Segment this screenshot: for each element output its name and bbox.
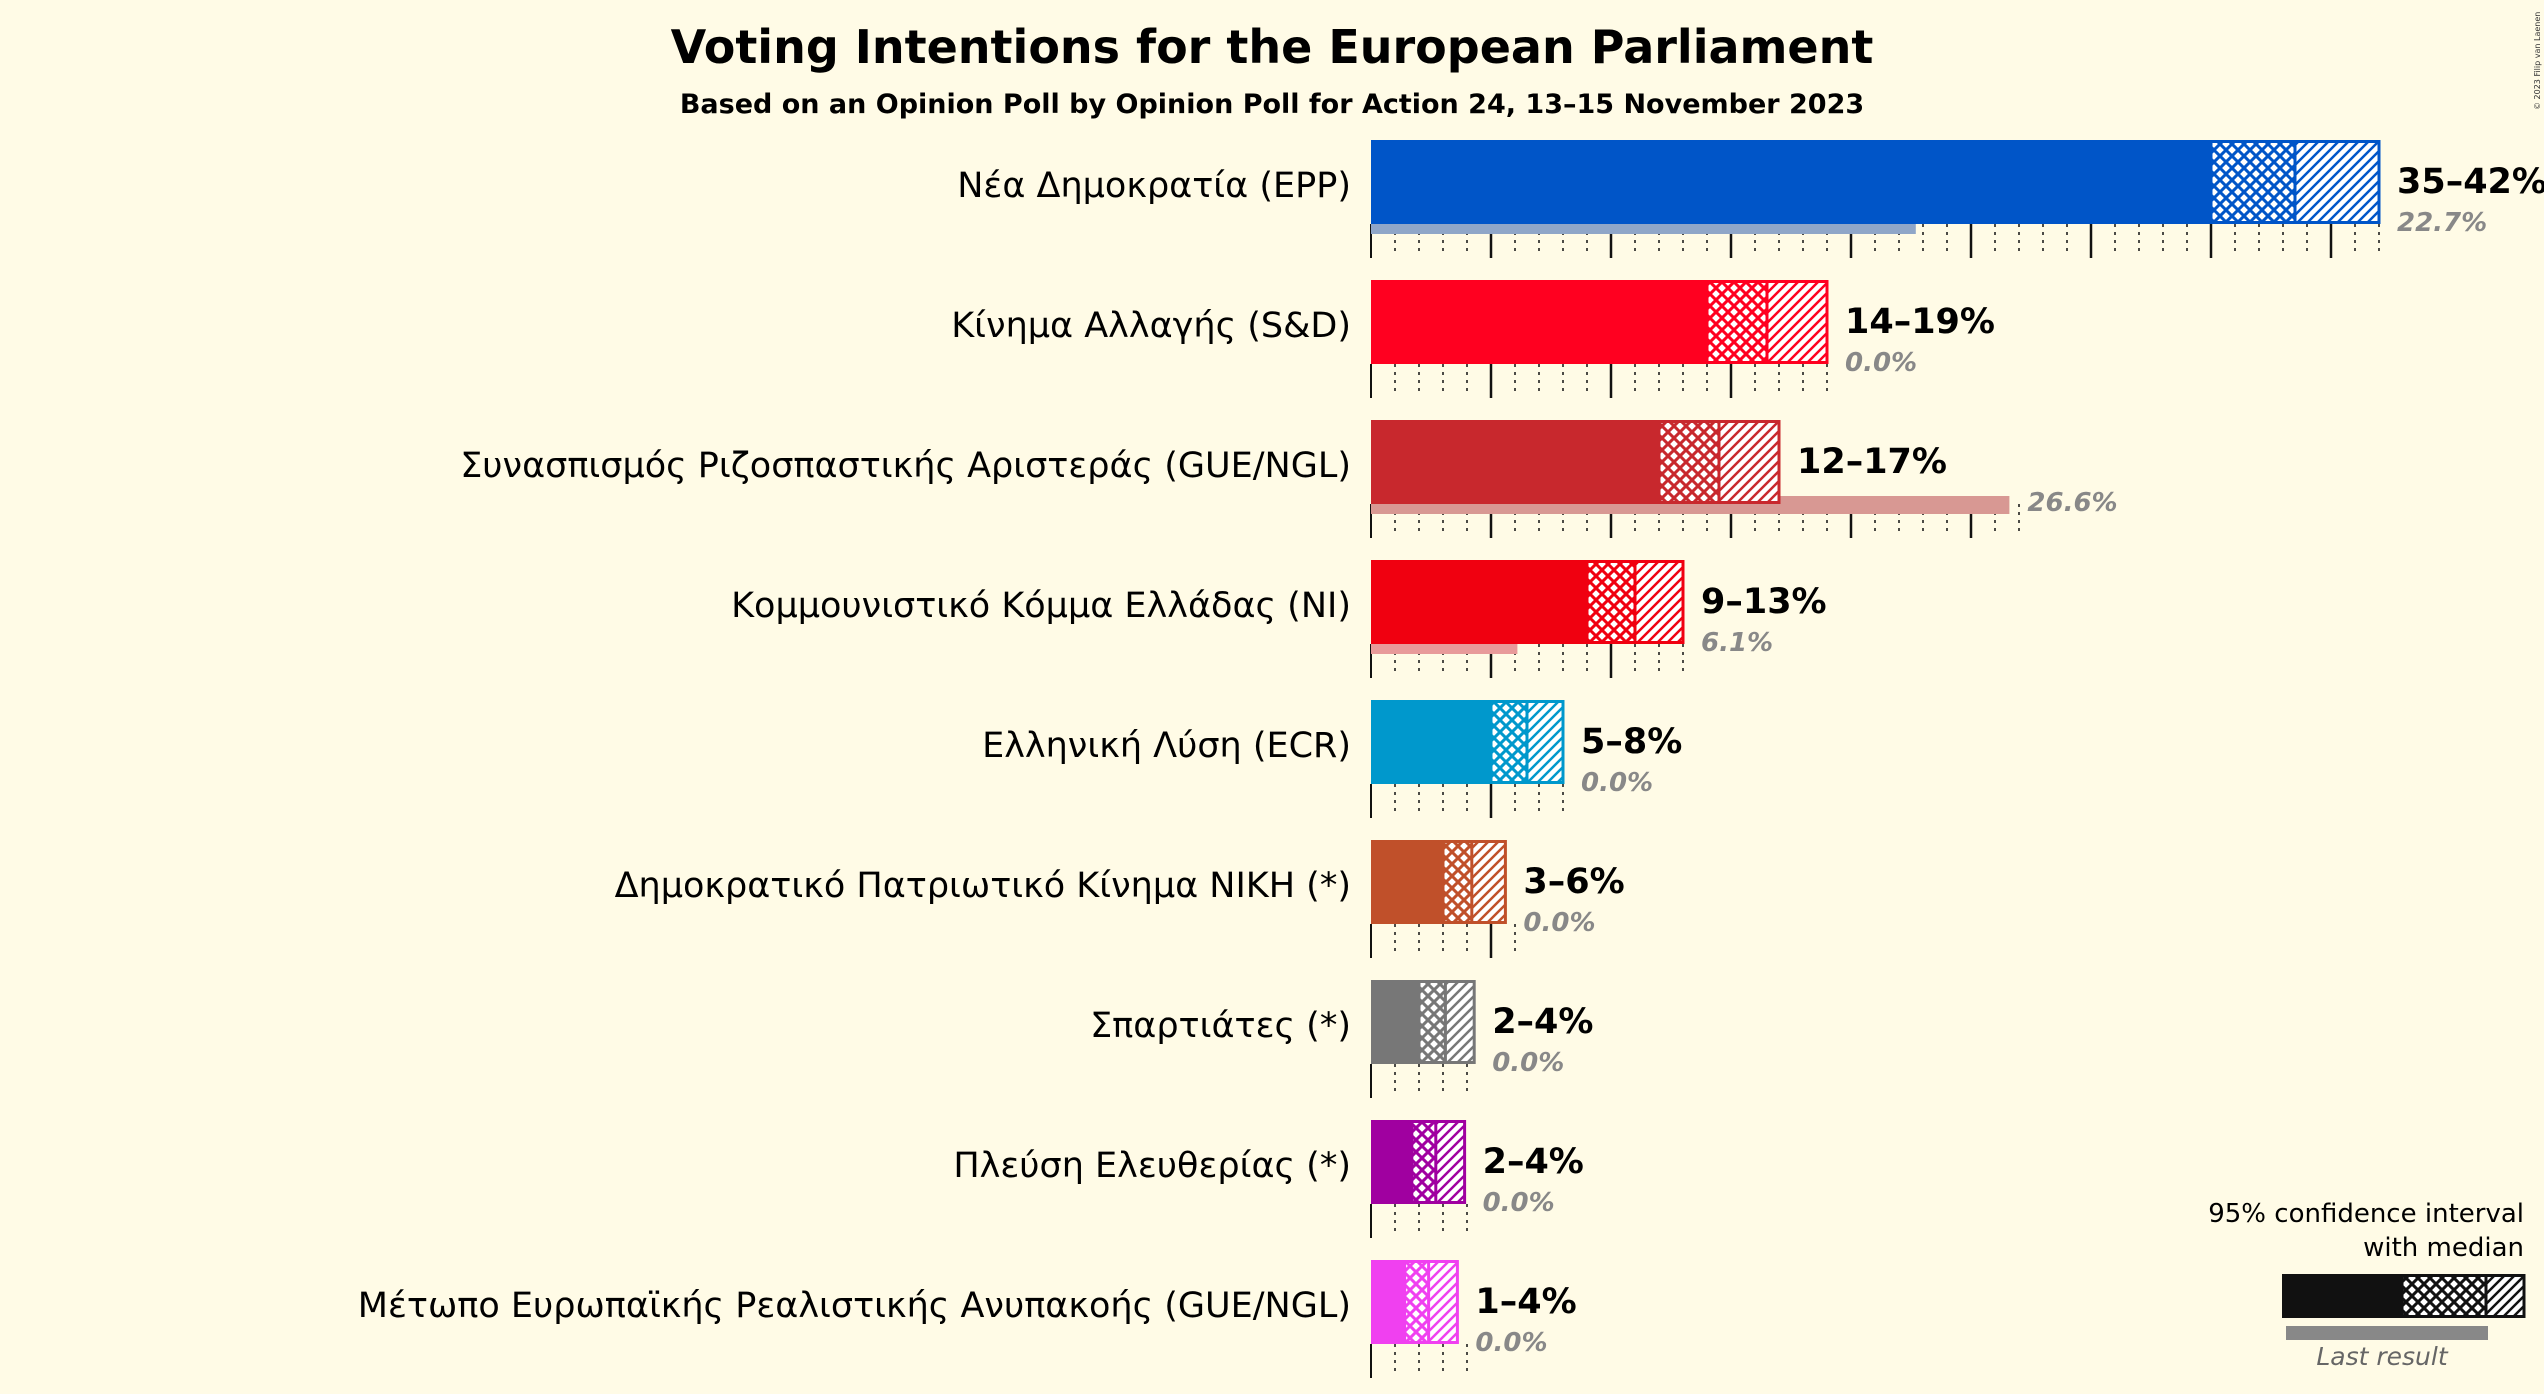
- last-result-label: 6.1%: [1701, 628, 1773, 658]
- party-row: Συνασπισμός Ριζοσπαστικής Αριστεράς (GUE…: [460, 420, 2118, 538]
- last-result-label: 26.6%: [2027, 488, 2117, 518]
- chart-rows: Νέα Δημοκρατία (EPP) 35–42% 22.7% Κίνημα Αλ…: [358, 140, 2544, 1378]
- bar-solid: [1371, 560, 1587, 644]
- bar-ci-lower: [1419, 980, 1446, 1064]
- party-row: Μέτωπο Ευρωπαϊκής Ρεαλιστικής Ανυπακοής …: [358, 1260, 1577, 1378]
- range-label: 12–17%: [1797, 442, 1947, 482]
- range-label: 3–6%: [1523, 862, 1624, 902]
- bar-ci-lower: [1707, 280, 1767, 364]
- legend-solid: [2282, 1274, 2402, 1318]
- bar-ci-upper: [1428, 1260, 1458, 1344]
- range-label: 5–8%: [1581, 722, 1682, 762]
- party-row: Δημοκρατικό Πατριωτικό Κίνημα ΝΙΚΗ (*) 3–…: [615, 840, 1625, 958]
- bar-ci-upper: [1767, 280, 1827, 364]
- bar-ci-lower: [1659, 420, 1719, 504]
- bar-ci-lower: [1404, 1260, 1429, 1344]
- legend-line1: 95% confidence interval: [2208, 1199, 2524, 1229]
- legend-last-bar: [2286, 1326, 2488, 1340]
- bar-ci-lower: [1443, 840, 1472, 924]
- bar-ci-upper: [1635, 560, 1683, 644]
- party-label: Δημοκρατικό Πατριωτικό Κίνημα ΝΙΚΗ (*): [615, 866, 1351, 906]
- bar-ci-upper: [2295, 140, 2379, 224]
- bar-ci-upper: [1445, 980, 1475, 1064]
- party-label: Συνασπισμός Ριζοσπαστικής Αριστεράς (GUE…: [460, 446, 1351, 486]
- bar-solid: [1371, 980, 1419, 1064]
- bar-solid: [1371, 840, 1443, 924]
- bar-ci-upper: [1471, 840, 1506, 924]
- chart-subtitle: Based on an Opinion Poll by Opinion Poll…: [680, 89, 1864, 120]
- party-label: Πλεύση Ελευθερίας (*): [953, 1146, 1351, 1186]
- legend-last-result: Last result: [2316, 1342, 2448, 1371]
- bar-ci-lower: [1491, 700, 1527, 784]
- last-result-label: 0.0%: [1523, 908, 1595, 938]
- party-label: Ελληνική Λύση (ECR): [982, 726, 1351, 766]
- legend-hatch: [2486, 1274, 2524, 1318]
- bar-ci-lower: [1411, 1120, 1436, 1204]
- party-label: Σπαρτιάτες (*): [1090, 1006, 1351, 1046]
- bar-solid: [1371, 1260, 1405, 1344]
- legend: 95% confidence interval with median Last…: [2208, 1199, 2526, 1371]
- party-row: Ελληνική Λύση (ECR) 5–8% 0.0%: [982, 700, 1682, 818]
- last-result-label: 0.0%: [1492, 1048, 1564, 1078]
- party-label: Μέτωπο Ευρωπαϊκής Ρεαλιστικής Ανυπακοής …: [358, 1286, 1351, 1326]
- legend-cross: [2402, 1274, 2486, 1318]
- range-label: 35–42%: [2397, 162, 2544, 202]
- bar-ci-upper: [1719, 420, 1779, 504]
- bar-solid: [1371, 420, 1659, 504]
- last-result-label: 0.0%: [1475, 1328, 1547, 1358]
- last-result-label: 22.7%: [2397, 208, 2487, 238]
- range-label: 1–4%: [1475, 1282, 1576, 1322]
- legend-outline: [2400, 1274, 2526, 1318]
- party-row: Κίνημα Αλλαγής (S&D) 14–19% 0.0%: [951, 280, 1995, 398]
- range-label: 9–13%: [1701, 582, 1827, 622]
- range-label: 2–4%: [1483, 1142, 1584, 1182]
- bar-solid: [1371, 140, 2211, 224]
- bar-ci-lower: [1587, 560, 1635, 644]
- party-row: Πλεύση Ελευθερίας (*) 2–4% 0.0%: [953, 1120, 1584, 1238]
- range-label: 2–4%: [1492, 1002, 1593, 1042]
- party-label: Νέα Δημοκρατία (EPP): [957, 166, 1351, 206]
- bar-solid: [1371, 1120, 1412, 1204]
- bar-ci-lower: [2211, 140, 2295, 224]
- party-label: Κίνημα Αλλαγής (S&D): [951, 306, 1351, 346]
- bar-ci-upper: [1527, 700, 1563, 784]
- bar-solid: [1371, 700, 1491, 784]
- legend-line2: with median: [2363, 1233, 2524, 1263]
- range-label: 14–19%: [1845, 302, 1995, 342]
- last-result-label: 0.0%: [1483, 1188, 1555, 1218]
- party-row: Σπαρτιάτες (*) 2–4% 0.0%: [1090, 980, 1593, 1098]
- party-label: Κομμουνιστικό Κόμμα Ελλάδας (NI): [731, 586, 1351, 626]
- last-result-label: 0.0%: [1845, 348, 1917, 378]
- ci-outline: [1441, 840, 1507, 924]
- bar-solid: [1371, 280, 1707, 364]
- chart-title: Voting Intentions for the European Parli…: [671, 20, 1874, 74]
- last-result-label: 0.0%: [1581, 768, 1653, 798]
- bar-ci-upper: [1435, 1120, 1465, 1204]
- party-row: Κομμουνιστικό Κόμμα Ελλάδας (NI) 9–13% 6.1…: [731, 560, 1827, 678]
- ci-outline: [1403, 1260, 1459, 1344]
- copyright: © 2023 Filip van Laenen: [2533, 12, 2542, 110]
- ci-outline: [1410, 1120, 1467, 1204]
- party-row: Νέα Δημοκρατία (EPP) 35–42% 22.7%: [957, 140, 2544, 258]
